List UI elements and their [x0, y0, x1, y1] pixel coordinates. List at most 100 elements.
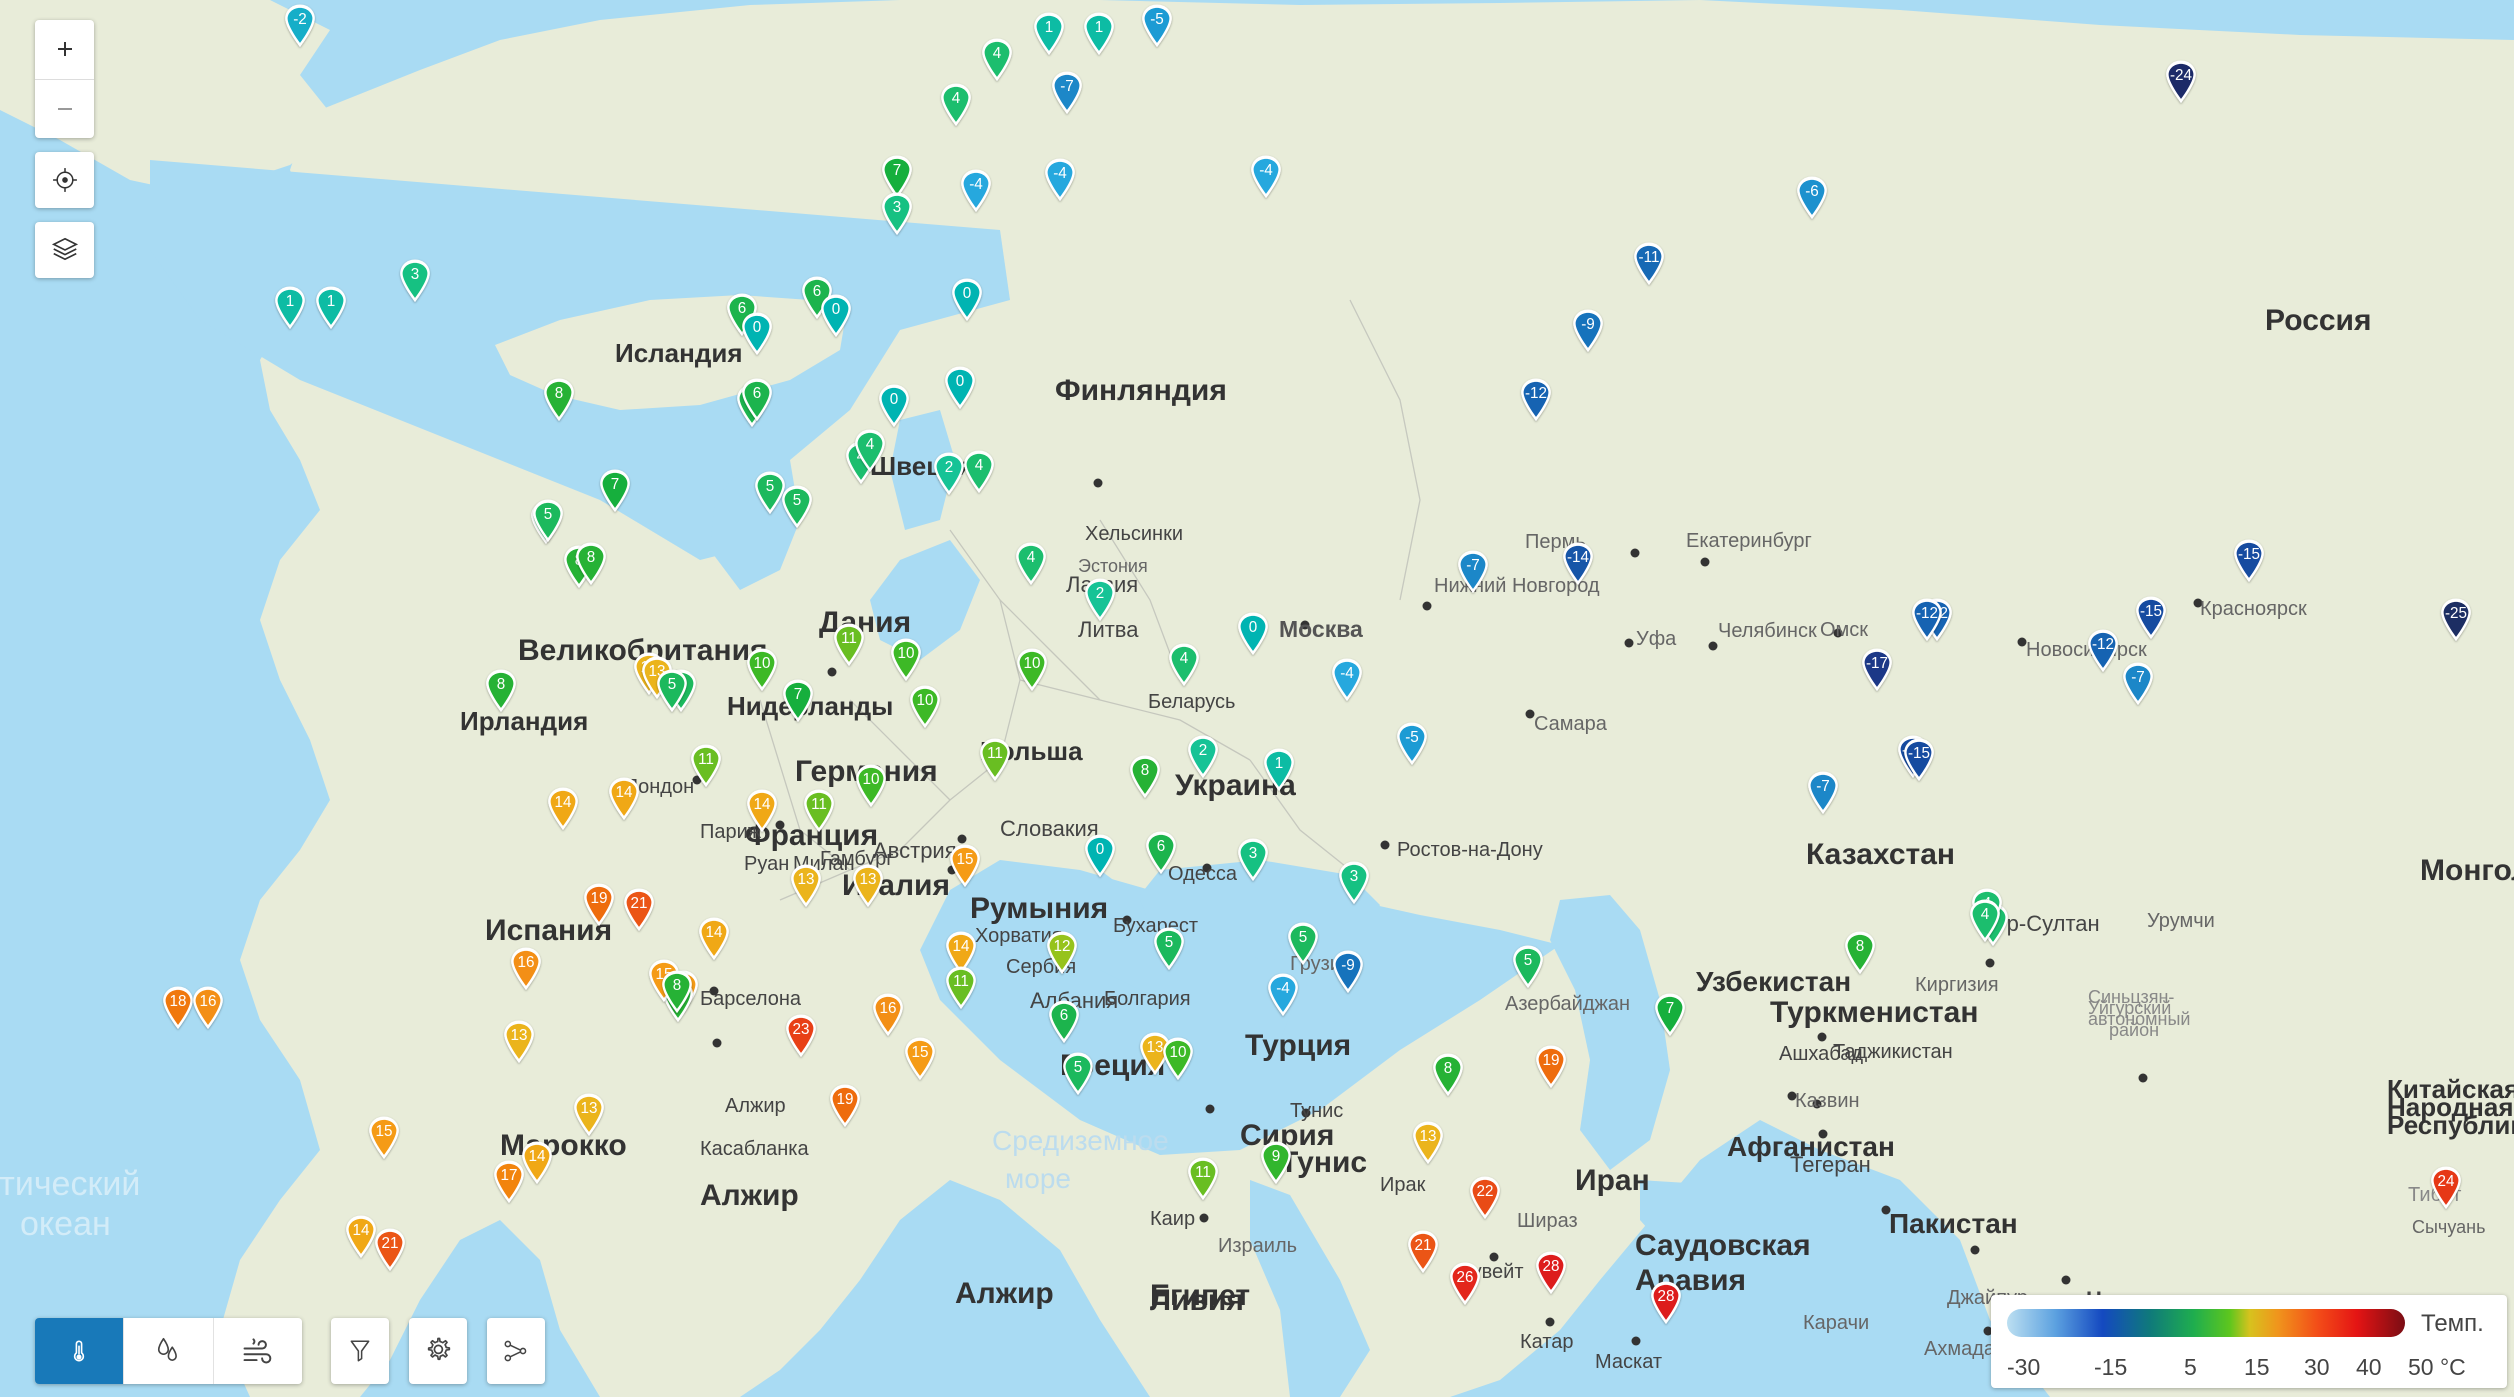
svg-text:24: 24 — [2438, 1173, 2455, 1190]
svg-text:7: 7 — [893, 162, 901, 179]
svg-text:18: 18 — [170, 993, 187, 1010]
svg-text:21: 21 — [631, 895, 648, 912]
svg-text:13: 13 — [511, 1027, 528, 1044]
svg-text:-15: -15 — [2238, 546, 2260, 563]
svg-text:5: 5 — [1299, 929, 1307, 946]
svg-text:5: 5 — [793, 492, 801, 509]
svg-text:10: 10 — [1024, 655, 1041, 672]
svg-text:22: 22 — [1477, 1183, 1494, 1200]
svg-text:-15: -15 — [1908, 745, 1930, 762]
svg-text:2: 2 — [1096, 585, 1104, 602]
svg-text:15: 15 — [376, 1123, 393, 1140]
svg-text:10: 10 — [1170, 1044, 1187, 1061]
svg-text:-12: -12 — [2092, 636, 2114, 653]
svg-text:-9: -9 — [1341, 957, 1355, 974]
svg-text:5: 5 — [1165, 934, 1173, 951]
svg-text:Темп.: Темп. — [2421, 1310, 2484, 1337]
svg-text:8: 8 — [587, 549, 595, 566]
svg-text:7: 7 — [1666, 1000, 1674, 1017]
svg-text:0: 0 — [1096, 841, 1104, 858]
svg-text:16: 16 — [880, 1000, 897, 1017]
svg-text:19: 19 — [1543, 1052, 1560, 1069]
svg-text:1: 1 — [286, 293, 294, 310]
svg-text:14: 14 — [529, 1148, 546, 1165]
svg-text:-4: -4 — [969, 176, 983, 193]
svg-text:3: 3 — [1249, 845, 1257, 862]
svg-text:7: 7 — [611, 476, 619, 493]
svg-text:-6: -6 — [1805, 183, 1819, 200]
svg-text:26: 26 — [1457, 1269, 1474, 1286]
svg-text:12: 12 — [1054, 938, 1071, 955]
svg-text:10: 10 — [917, 692, 934, 709]
svg-text:28: 28 — [1543, 1258, 1560, 1275]
svg-text:14: 14 — [953, 938, 970, 955]
svg-text:-4: -4 — [1259, 162, 1273, 179]
svg-text:5: 5 — [668, 676, 676, 693]
svg-text:5: 5 — [766, 478, 774, 495]
svg-text:-30: -30 — [2007, 1354, 2040, 1380]
svg-text:5: 5 — [2184, 1354, 2197, 1380]
svg-text:-11: -11 — [1639, 249, 1660, 266]
svg-text:0: 0 — [956, 373, 964, 390]
svg-text:-25: -25 — [2445, 605, 2467, 622]
svg-text:8: 8 — [1444, 1060, 1452, 1077]
svg-text:21: 21 — [1415, 1237, 1432, 1254]
svg-text:13: 13 — [1147, 1039, 1164, 1056]
svg-text:14: 14 — [706, 924, 723, 941]
svg-text:1: 1 — [1275, 755, 1283, 772]
svg-text:11: 11 — [953, 973, 969, 990]
svg-text:-17: -17 — [1866, 655, 1888, 672]
svg-text:11: 11 — [1195, 1164, 1211, 1181]
svg-text:8: 8 — [497, 676, 505, 693]
svg-text:1: 1 — [327, 293, 335, 310]
svg-text:19: 19 — [837, 1091, 854, 1108]
svg-text:0: 0 — [890, 391, 898, 408]
svg-text:6: 6 — [738, 300, 746, 317]
svg-text:14: 14 — [754, 796, 771, 813]
svg-text:-7: -7 — [1466, 557, 1480, 574]
svg-text:-7: -7 — [1060, 78, 1074, 95]
svg-text:-15: -15 — [2140, 603, 2162, 620]
svg-text:8: 8 — [1141, 762, 1149, 779]
svg-text:8: 8 — [555, 385, 563, 402]
svg-text:6: 6 — [753, 385, 761, 402]
svg-text:11: 11 — [698, 751, 714, 768]
svg-text:50 °C: 50 °C — [2408, 1354, 2466, 1380]
svg-text:4: 4 — [866, 436, 875, 453]
svg-text:2: 2 — [1199, 742, 1207, 759]
svg-text:5: 5 — [1524, 952, 1532, 969]
svg-text:13: 13 — [860, 871, 877, 888]
svg-text:-7: -7 — [1816, 778, 1830, 795]
svg-text:-7: -7 — [2131, 669, 2145, 686]
svg-text:11: 11 — [841, 630, 857, 647]
svg-text:3: 3 — [1350, 868, 1358, 885]
svg-text:4: 4 — [952, 90, 961, 107]
svg-text:-5: -5 — [1405, 729, 1419, 746]
svg-text:16: 16 — [518, 954, 535, 971]
svg-text:5: 5 — [1074, 1059, 1082, 1076]
svg-text:-12: -12 — [1916, 605, 1938, 622]
svg-text:8: 8 — [673, 977, 681, 994]
svg-text:15: 15 — [912, 1044, 929, 1061]
svg-text:4: 4 — [1180, 650, 1189, 667]
svg-text:9: 9 — [1272, 1148, 1280, 1165]
svg-text:4: 4 — [1981, 906, 1990, 923]
svg-text:-15: -15 — [2094, 1354, 2127, 1380]
svg-text:15: 15 — [957, 851, 974, 868]
svg-text:-5: -5 — [1150, 11, 1164, 28]
svg-text:0: 0 — [963, 285, 971, 302]
svg-text:-2: -2 — [293, 11, 307, 28]
svg-text:19: 19 — [591, 890, 608, 907]
svg-text:-14: -14 — [1567, 549, 1590, 566]
svg-text:-24: -24 — [2170, 67, 2193, 84]
svg-text:17: 17 — [501, 1167, 518, 1184]
svg-text:23: 23 — [793, 1021, 810, 1038]
svg-text:13: 13 — [1420, 1128, 1437, 1145]
svg-text:2: 2 — [945, 459, 953, 476]
svg-text:8: 8 — [1856, 938, 1864, 955]
svg-text:3: 3 — [411, 266, 419, 283]
svg-text:13: 13 — [798, 871, 815, 888]
svg-text:30: 30 — [2304, 1354, 2330, 1380]
svg-text:1: 1 — [1045, 19, 1053, 36]
svg-text:-4: -4 — [1053, 165, 1067, 182]
